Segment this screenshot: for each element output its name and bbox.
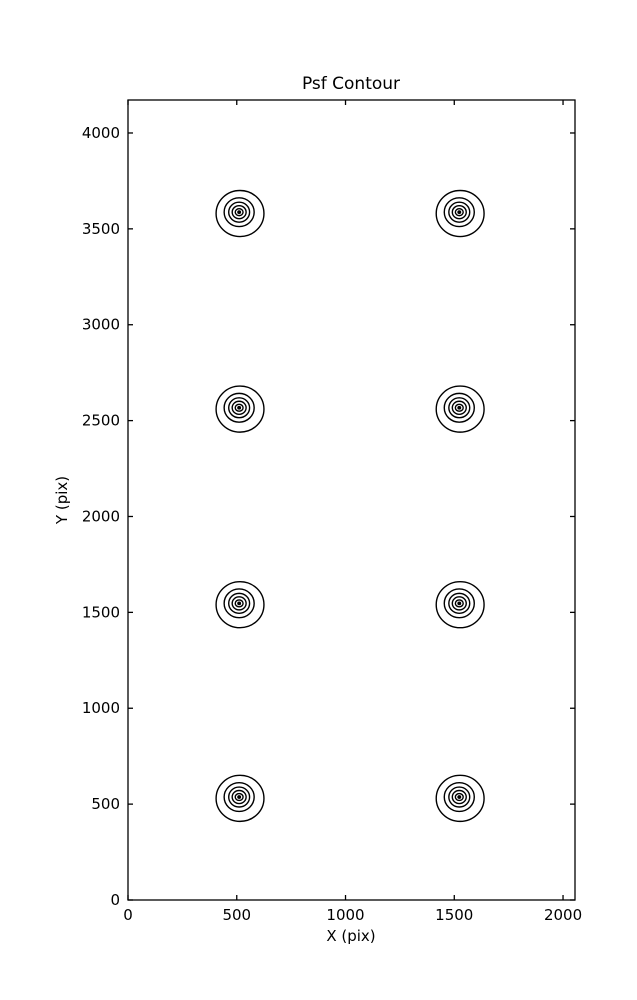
- contour-ring: [231, 204, 247, 220]
- y-tick-label: 4000: [82, 124, 120, 142]
- psf-peak-dot: [457, 795, 462, 799]
- contour-ring: [234, 403, 244, 412]
- contour-ring: [448, 201, 471, 223]
- y-tick-label: 3500: [82, 220, 120, 238]
- contour-ring: [435, 774, 485, 823]
- x-tick-label: 1500: [435, 906, 473, 924]
- y-tick-label: 2000: [82, 507, 120, 525]
- contour-ring: [454, 792, 464, 802]
- contour-ring: [223, 392, 255, 423]
- contour-cluster: [435, 580, 485, 629]
- contour-cluster: [435, 385, 485, 433]
- psf-peak-dot: [457, 210, 462, 215]
- y-tick-label: 1000: [82, 699, 120, 717]
- contour-ring: [435, 189, 485, 238]
- contour-ring: [454, 403, 464, 412]
- tick-labels: 0 500 1000 1500 2000 0 500 1000 1500 2000 2500 3000…: [82, 124, 582, 924]
- contour-ring: [454, 599, 464, 608]
- contour-ring: [234, 792, 244, 802]
- y-tick-label: 500: [91, 795, 120, 813]
- psf-peak-dot: [237, 601, 242, 606]
- contour-cluster: [215, 385, 265, 433]
- contour-ring: [448, 397, 471, 419]
- y-tick-label: 1500: [82, 603, 120, 621]
- contour-ring: [228, 397, 251, 419]
- psf-peak-dot: [237, 405, 242, 410]
- contour-ring: [443, 392, 475, 423]
- contour-ring: [215, 385, 265, 433]
- contour-ring: [435, 385, 485, 433]
- axes-frame: [127, 99, 576, 901]
- psf-peak-dot: [457, 601, 462, 606]
- contour-ring: [451, 596, 467, 611]
- axes-spines: [127, 99, 576, 901]
- x-tick-label: 1000: [326, 906, 364, 924]
- y-tick-label: 0: [110, 891, 120, 909]
- contour-clusters: [215, 189, 485, 823]
- contour-ring: [223, 588, 255, 619]
- x-axis-label: X (pix): [326, 927, 375, 945]
- contour-cluster: [215, 580, 265, 629]
- contour-cluster: [435, 189, 485, 238]
- contour-ring: [223, 781, 255, 813]
- y-tick-label: 2500: [82, 412, 120, 430]
- contour-ring: [451, 789, 467, 805]
- contour-ring: [443, 197, 475, 228]
- contour-ring: [448, 592, 471, 615]
- contour-ring: [451, 400, 467, 415]
- contour-ring: [215, 580, 265, 629]
- contour-ring: [228, 592, 251, 615]
- contour-ring: [231, 400, 247, 415]
- psf-peak-dot: [237, 795, 242, 799]
- contour-ring: [231, 789, 247, 805]
- contour-ring: [228, 786, 251, 808]
- contour-ring: [443, 588, 475, 619]
- contour-cluster: [215, 189, 265, 238]
- contour-ring: [448, 786, 471, 808]
- contour-ring: [443, 781, 475, 813]
- contour-ring: [454, 208, 464, 217]
- psf-peak-dot: [457, 405, 462, 410]
- contour-cluster: [215, 774, 265, 823]
- contour-ring: [223, 197, 255, 228]
- y-axis-label: Y (pix): [53, 476, 71, 525]
- tick-marks: [127, 100, 575, 901]
- plot-title: Psf Contour: [302, 74, 400, 94]
- contour-ring: [451, 204, 467, 220]
- contour-ring: [215, 189, 265, 238]
- x-tick-label: 2000: [544, 906, 582, 924]
- y-tick-label: 3000: [82, 316, 120, 334]
- contour-ring: [215, 774, 265, 823]
- x-tick-label: 500: [222, 906, 251, 924]
- contour-ring: [228, 201, 251, 223]
- psf-peak-dot: [237, 210, 242, 215]
- x-tick-label: 0: [123, 906, 133, 924]
- contour-ring: [231, 596, 247, 611]
- contour-ring: [234, 208, 244, 217]
- contour-ring: [234, 599, 244, 608]
- contour-cluster: [435, 774, 485, 823]
- contour-ring: [435, 580, 485, 629]
